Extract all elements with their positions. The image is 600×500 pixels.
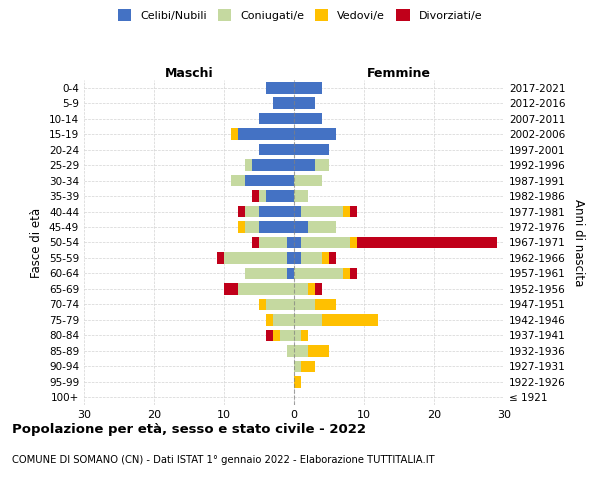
Bar [308, 345, 329, 356]
Text: COMUNE DI SOMANO (CN) - Dati ISTAT 1° gennaio 2022 - Elaborazione TUTTITALIA.IT: COMUNE DI SOMANO (CN) - Dati ISTAT 1° ge… [12, 455, 434, 465]
Bar [294, 330, 301, 341]
Bar [231, 175, 245, 186]
Bar [294, 175, 322, 186]
Bar [245, 160, 252, 171]
Bar [350, 206, 357, 218]
Bar [238, 221, 245, 233]
Text: Popolazione per età, sesso e stato civile - 2022: Popolazione per età, sesso e stato civil… [12, 422, 366, 436]
Bar [252, 190, 259, 202]
Text: Maschi: Maschi [164, 67, 214, 80]
Bar [301, 252, 322, 264]
Bar [266, 314, 273, 326]
Bar [273, 314, 294, 326]
Bar [343, 206, 350, 218]
Bar [259, 236, 287, 248]
Bar [294, 82, 322, 94]
Bar [343, 268, 350, 280]
Bar [294, 360, 301, 372]
Bar [294, 190, 308, 202]
Bar [252, 236, 259, 248]
Bar [294, 314, 322, 326]
Bar [245, 206, 259, 218]
Legend: Celibi/Nubili, Coniugati/e, Vedovi/e, Divorziati/e: Celibi/Nubili, Coniugati/e, Vedovi/e, Di… [113, 5, 487, 25]
Bar [294, 236, 301, 248]
Bar [266, 82, 294, 94]
Bar [280, 330, 294, 341]
Bar [238, 206, 245, 218]
Bar [238, 128, 294, 140]
Bar [322, 252, 329, 264]
Bar [259, 190, 266, 202]
Bar [259, 206, 294, 218]
Bar [294, 345, 308, 356]
Bar [322, 314, 378, 326]
Bar [315, 283, 322, 294]
Bar [315, 160, 329, 171]
Bar [315, 298, 336, 310]
Bar [259, 144, 294, 156]
Y-axis label: Fasce di età: Fasce di età [31, 208, 43, 278]
Bar [294, 160, 315, 171]
Bar [357, 236, 497, 248]
Bar [245, 268, 287, 280]
Bar [273, 330, 280, 341]
Bar [294, 376, 301, 388]
Bar [301, 206, 343, 218]
Bar [266, 330, 273, 341]
Bar [287, 345, 294, 356]
Bar [287, 252, 294, 264]
Bar [231, 128, 238, 140]
Bar [301, 236, 350, 248]
Bar [294, 252, 301, 264]
Bar [350, 268, 357, 280]
Bar [238, 283, 294, 294]
Bar [252, 160, 294, 171]
Bar [273, 98, 294, 109]
Bar [224, 252, 287, 264]
Bar [294, 298, 315, 310]
Bar [245, 221, 259, 233]
Bar [266, 190, 294, 202]
Bar [294, 128, 336, 140]
Bar [217, 252, 224, 264]
Bar [287, 268, 294, 280]
Bar [301, 330, 308, 341]
Bar [266, 298, 294, 310]
Bar [259, 113, 294, 124]
Bar [224, 283, 238, 294]
Bar [294, 283, 308, 294]
Y-axis label: Anni di nascita: Anni di nascita [572, 199, 585, 286]
Bar [350, 236, 357, 248]
Bar [308, 283, 315, 294]
Bar [259, 298, 266, 310]
Bar [287, 236, 294, 248]
Bar [294, 98, 315, 109]
Bar [294, 113, 322, 124]
Bar [294, 144, 329, 156]
Bar [308, 221, 336, 233]
Bar [245, 175, 294, 186]
Bar [259, 221, 294, 233]
Text: Femmine: Femmine [367, 67, 431, 80]
Bar [294, 206, 301, 218]
Bar [294, 221, 308, 233]
Bar [294, 268, 343, 280]
Bar [329, 252, 336, 264]
Bar [301, 360, 315, 372]
